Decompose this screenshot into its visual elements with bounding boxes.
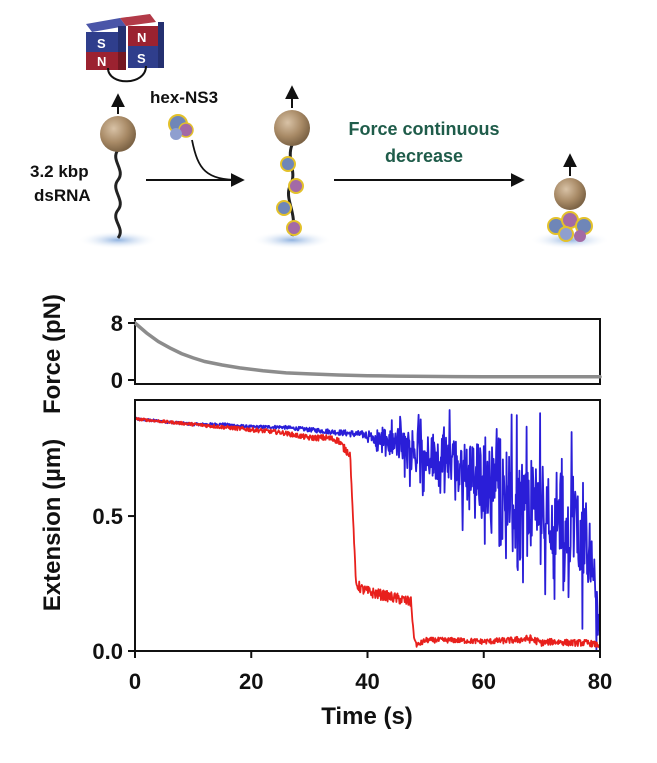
dsrna-length-label: 3.2 kbp [30, 162, 89, 181]
magnet-block-n-icon [86, 52, 118, 70]
force-chart: 0 8 Force (pN) [39, 294, 602, 414]
x-tick-label: 20 [239, 669, 263, 694]
magnet-pair-icon: S N N S [86, 14, 164, 83]
dsrna-label: dsRNA [34, 186, 91, 205]
magnet-label: S [97, 36, 106, 51]
force-y-tick-label: 8 [111, 311, 123, 336]
extension-chart: 0 20 40 60 80 0.0 0.5 Time (s) Extension (µm) [39, 399, 612, 730]
red-extension-trace [134, 417, 601, 649]
magnet-label: S [137, 51, 146, 66]
extension-y-tick-label: 0.0 [92, 639, 123, 664]
x-tick-label: 0 [129, 669, 141, 694]
extension-y-tick-label: 0.5 [92, 504, 123, 529]
process-label: Force continuous [348, 119, 499, 139]
surface-icon [78, 231, 158, 249]
process-label: decrease [385, 146, 463, 166]
bead-icon [274, 110, 310, 146]
bead-icon [100, 116, 136, 152]
magnet-block-s-icon [86, 32, 118, 52]
bead-icon [554, 178, 586, 210]
blue-extension-trace [134, 409, 601, 651]
bound-protein-icon [276, 156, 304, 236]
dsrna-strand-icon [114, 149, 122, 239]
surface-icon [252, 231, 332, 249]
magnet-block-n-icon [128, 26, 158, 46]
magnet-label: N [137, 30, 146, 45]
force-y-axis-label: Force (pN) [39, 294, 66, 414]
force-series-line [133, 321, 602, 379]
binding-curve-arrow-icon [191, 139, 241, 181]
stage-3-tether [530, 153, 610, 249]
x-tick-label: 40 [355, 669, 379, 694]
x-tick-label: 60 [472, 669, 496, 694]
schematic: S N N S 3.2 kbp dsRNA hex-NS3 [30, 14, 610, 249]
force-y-tick-label: 0 [111, 368, 123, 393]
magnet-label: N [97, 54, 106, 69]
stage-1-tether: 3.2 kbp dsRNA [30, 93, 158, 249]
protein-label: hex-NS3 [150, 88, 218, 107]
force-plot-frame [134, 318, 601, 385]
stage-2-tether [252, 85, 332, 249]
bound-protein-icon [547, 211, 593, 242]
magnet-block-s-icon [128, 46, 158, 68]
extension-y-axis-label: Extension (µm) [39, 439, 66, 612]
x-tick-label: 80 [588, 669, 612, 694]
x-axis-label: Time (s) [321, 703, 413, 730]
hex-ns3-protein-icon [168, 114, 194, 140]
